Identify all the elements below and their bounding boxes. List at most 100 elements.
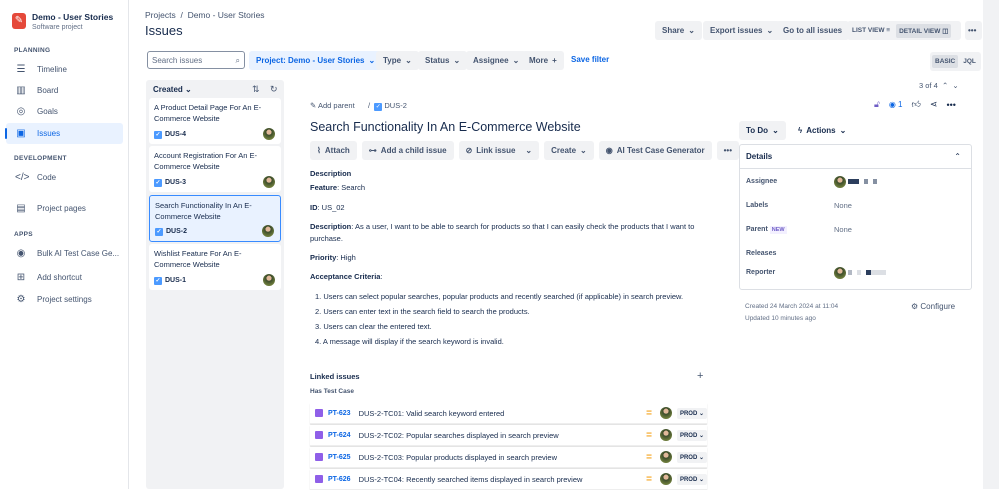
sidebar-item-timeline[interactable]: ☰ Timeline xyxy=(6,59,123,80)
assignee-filter[interactable]: Assignee ⌄ xyxy=(466,51,527,70)
link-issue-button[interactable]: ⊘ Link issue ⌄ xyxy=(458,141,540,160)
details-header[interactable]: Details ⌃ xyxy=(740,145,971,169)
status-filter[interactable]: Status ⌄ xyxy=(418,51,468,70)
list-item-selected[interactable]: Search Functionality In An E-Commerce We… xyxy=(149,195,281,242)
avatar xyxy=(659,451,672,463)
sidebar-item-board[interactable]: ▥ Board xyxy=(6,80,123,101)
detail-view-button[interactable]: DETAIL VIEW ◫ xyxy=(896,23,952,38)
add-parent-button[interactable]: ✎ Add parent xyxy=(310,101,355,110)
story-icon: ✓ xyxy=(155,227,163,236)
search-input[interactable]: Search issues ⌕ xyxy=(147,51,245,69)
breadcrumb-projects[interactable]: Projects xyxy=(145,10,176,20)
label: Share xyxy=(662,26,685,35)
project-filter[interactable]: Project: Demo - User Stories ⌄ xyxy=(249,51,383,70)
linked-issue-row[interactable]: PT-623 DUS-2-TC01: Valid search keyword e… xyxy=(310,403,707,424)
label: Configure xyxy=(920,302,956,311)
project-logo-icon: ✎ xyxy=(12,13,26,29)
share-button[interactable]: Share ⌄ xyxy=(655,21,702,40)
linked-key[interactable]: PT-624 xyxy=(328,431,351,439)
chevron-down-icon[interactable]: ⌄ xyxy=(525,146,533,155)
next-icon[interactable]: ⌄ xyxy=(952,81,959,90)
export-button[interactable]: Export issues ⌄ xyxy=(703,21,781,40)
issue-title: Wishlist Feature For An E-Commerce Websi… xyxy=(154,249,242,269)
env-dropdown[interactable]: PROD ⌄ xyxy=(676,451,707,463)
link-icon: ⊘ xyxy=(465,146,473,155)
gear-icon: ⚙ xyxy=(911,302,919,311)
linked-issue-row[interactable]: PT-624 DUS-2-TC02: Popular searches displ… xyxy=(310,425,707,446)
story-icon: ✓ xyxy=(154,178,162,187)
linked-key[interactable]: PT-626 xyxy=(328,475,351,483)
issue-breadcrumb[interactable]: / ✓ DUS-2 xyxy=(368,101,407,111)
refresh-icon[interactable]: ↻ xyxy=(270,84,278,94)
sidebar-item-issues[interactable]: ▣ Issues xyxy=(5,123,123,144)
chevron-up-icon[interactable]: ⌃ xyxy=(954,152,961,161)
labels-label: Labels xyxy=(746,202,769,209)
linked-key[interactable]: PT-623 xyxy=(328,409,351,417)
issue-key: DUS-2 xyxy=(384,101,407,110)
watch-count: 1 xyxy=(898,100,903,109)
basic-button[interactable]: BASIC xyxy=(932,55,959,68)
more-icon[interactable]: ••• xyxy=(946,99,956,110)
issue-key: DUS-1 xyxy=(165,277,187,284)
status-dropdown[interactable]: To Do ⌄ xyxy=(739,121,786,140)
go-to-all-issues-button[interactable]: Go to all issues xyxy=(776,21,850,40)
priority-medium-icon: = xyxy=(646,451,652,463)
linked-issue-row[interactable]: PT-626 DUS-2-TC04: Recently searched item… xyxy=(310,469,707,490)
env-dropdown[interactable]: PROD ⌄ xyxy=(676,407,707,419)
list-item[interactable]: A Product Detail Page For An E-Commerce … xyxy=(149,98,281,144)
more-icon[interactable]: ••• xyxy=(965,21,982,40)
search-icon: ⌕ xyxy=(235,56,240,65)
add-link-icon[interactable]: + xyxy=(697,370,704,382)
actions-dropdown[interactable]: ϟ Actions ⌄ xyxy=(791,121,853,140)
create-button[interactable]: Create ⌄ xyxy=(544,141,594,160)
ai-test-case-button[interactable]: ◉ AI Test Case Generator xyxy=(598,141,712,160)
story-icon: ✓ xyxy=(154,276,162,285)
linked-issue-row[interactable]: PT-625 DUS-2-TC03: Popular products displ… xyxy=(310,447,707,468)
more-filter[interactable]: More + xyxy=(522,51,564,70)
assignee-value[interactable] xyxy=(834,176,882,188)
list-item[interactable]: Account Registration For An E-Commerce W… xyxy=(149,146,281,192)
attach-button[interactable]: ⌇ Attach xyxy=(310,141,357,160)
previous-icon[interactable]: ⌃ xyxy=(941,81,949,90)
env-dropdown[interactable]: PROD ⌄ xyxy=(676,429,707,441)
linked-issues-heading: Linked issues xyxy=(310,372,360,381)
sidebar-item-add-shortcut[interactable]: ⊞ Add shortcut xyxy=(6,267,123,288)
chevron-down-icon: ⌄ xyxy=(839,126,847,135)
sidebar-item-code[interactable]: </> Code xyxy=(6,167,123,188)
sort-order-icon[interactable]: ⇅ xyxy=(252,84,260,94)
linked-key[interactable]: PT-625 xyxy=(328,453,351,461)
label: Actions xyxy=(806,126,836,135)
labels-value[interactable]: None xyxy=(834,201,852,210)
type-filter[interactable]: Type ⌄ xyxy=(376,51,419,70)
lock-icon[interactable]: 🔓︎ xyxy=(874,99,880,109)
sidebar-item-project-settings[interactable]: ⚙ Project settings xyxy=(6,289,123,310)
list-view-button[interactable]: LIST VIEW ≡ xyxy=(852,27,891,34)
timeline-icon: ☰ xyxy=(16,64,26,75)
breadcrumb-project[interactable]: Demo - User Stories xyxy=(187,10,265,20)
add-child-button[interactable]: ⊶ Add a child issue xyxy=(361,141,454,160)
label: Description xyxy=(310,222,352,231)
assignee-label: Assignee xyxy=(746,178,778,185)
scrollbar[interactable] xyxy=(983,0,999,489)
description-heading: Description xyxy=(310,169,352,178)
share-icon[interactable]: ⋖ xyxy=(929,99,938,109)
sidebar-item-project-pages[interactable]: ▤ Project pages xyxy=(6,198,123,219)
jql-button[interactable]: JQL xyxy=(963,58,976,65)
sidebar-item-goals[interactable]: ◎ Goals xyxy=(6,101,123,122)
configure-button[interactable]: ⚙ Configure xyxy=(911,302,955,311)
issue-key: DUS-4 xyxy=(165,131,187,138)
pager-text: 3 of 4 xyxy=(919,81,938,90)
sidebar-item-bulk-ai[interactable]: ◉ Bulk AI Test Case Ge... xyxy=(6,243,123,264)
parent-value[interactable]: None xyxy=(834,225,852,234)
watch-button[interactable]: ◉ 1 xyxy=(888,100,903,109)
sort-dropdown[interactable]: Created ⌄ xyxy=(153,85,192,94)
like-icon[interactable]: 👍︎ xyxy=(911,99,921,109)
more-icon[interactable]: ••• xyxy=(716,141,740,160)
attach-icon: ⌇ xyxy=(317,146,321,155)
save-filter-link[interactable]: Save filter xyxy=(571,55,610,64)
env-dropdown[interactable]: PROD ⌄ xyxy=(676,473,707,485)
chevron-down-icon: ⌄ xyxy=(405,56,412,65)
test-icon xyxy=(315,431,323,439)
reporter-value[interactable] xyxy=(834,267,891,279)
list-item[interactable]: Wishlist Feature For An E-Commerce Websi… xyxy=(149,244,281,290)
